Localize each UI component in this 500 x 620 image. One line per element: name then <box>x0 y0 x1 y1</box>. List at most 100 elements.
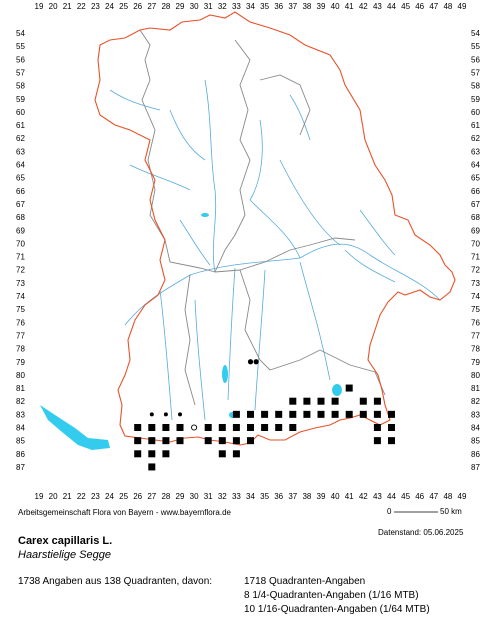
grid-column-label: 42 <box>359 2 368 11</box>
occurrence-marker <box>359 397 367 405</box>
occurrence-marker <box>388 437 395 445</box>
state-border <box>94 11 456 446</box>
grid-column-label: 21 <box>63 492 72 501</box>
occurrence-marker <box>218 437 226 445</box>
grid-column-label: 38 <box>302 2 311 11</box>
grid-column-label: 33 <box>232 2 241 11</box>
grid-row-label: 81 <box>16 384 25 393</box>
grid-row-label: 59 <box>16 95 25 104</box>
occurrence-marker <box>148 463 156 471</box>
grid-column-label: 32 <box>218 2 227 11</box>
grid-row-label: 57 <box>16 68 25 77</box>
grid-row-label: 54 <box>471 29 480 38</box>
grid-column-label: 34 <box>246 492 255 501</box>
occurrence-marker <box>149 412 154 417</box>
occurrence-marker <box>218 450 226 458</box>
occurrence-marker <box>134 437 142 445</box>
grid-column-label: 20 <box>49 492 58 501</box>
grid-row-label: 64 <box>16 161 25 170</box>
grid-row-label: 61 <box>16 121 25 130</box>
occurrence-marker <box>261 424 269 431</box>
occurrence-marker <box>232 437 240 445</box>
grid-row-label: 67 <box>471 200 480 209</box>
grid-row-label: 76 <box>471 318 480 327</box>
grid-row-label: 76 <box>16 318 25 327</box>
grid-column-label: 23 <box>91 492 100 501</box>
grid-column-label: 49 <box>458 2 467 11</box>
data-date: Datenstand: 05.06.2025 <box>378 528 464 537</box>
grid-column-label: 41 <box>345 2 354 11</box>
grid-row-label: 58 <box>16 82 25 91</box>
grid-row-label: 58 <box>471 82 480 91</box>
grid-row-label: 80 <box>16 371 25 380</box>
occurrence-marker <box>232 424 240 431</box>
grid-row-label: 65 <box>16 174 25 183</box>
taxon-scientific-name: Carex capillaris L. <box>18 535 113 547</box>
occurrence-marker <box>178 412 182 417</box>
grid-row-label: 61 <box>471 121 480 130</box>
grid-labels-right: 54 55 56 57 58 59 60 61 62 63 64 65 66 67 68 69 70 71 72 73… <box>471 29 480 472</box>
grid-row-label: 69 <box>471 226 480 235</box>
occurrence-marker <box>388 424 395 431</box>
grid-row-label: 70 <box>16 239 25 248</box>
grid-column-label: 21 <box>63 2 72 11</box>
occurrence-marker <box>275 424 283 431</box>
grid-row-label: 64 <box>471 161 480 170</box>
grid-row-label: 69 <box>16 226 25 235</box>
grid-row-label: 70 <box>471 239 480 248</box>
grid-row-label: 75 <box>16 305 25 314</box>
occurrence-marker <box>176 424 184 431</box>
occurrence-marker <box>191 424 198 431</box>
grid-column-label: 38 <box>302 492 311 501</box>
grid-column-label: 37 <box>288 2 297 11</box>
occurrence-marker <box>289 424 297 431</box>
occurrence-marker <box>232 410 240 418</box>
grid-row-label: 81 <box>471 384 480 393</box>
occurrence-marker <box>162 437 170 445</box>
regional-boundaries <box>139 29 386 406</box>
occurrence-marker <box>204 424 212 431</box>
occurrence-marker <box>247 437 254 445</box>
grid-row-label: 82 <box>471 397 480 406</box>
grid-column-label: 28 <box>161 2 170 11</box>
grid-column-label: 24 <box>105 492 114 501</box>
grid-labels-top: 19 20 21 22 23 24 25 26 27 28 29 30 31 32 33 34 35 36 37 38… <box>35 2 467 11</box>
grid-column-label: 31 <box>204 492 213 501</box>
occurrence-marker <box>176 437 184 445</box>
occurrence-marker <box>218 424 226 431</box>
grid-column-label: 29 <box>176 2 185 11</box>
grid-row-label: 66 <box>16 187 25 196</box>
grid-row-label: 56 <box>471 55 480 64</box>
occurrence-marker <box>247 359 254 365</box>
grid-row-label: 60 <box>16 108 25 117</box>
grid-column-label: 39 <box>317 2 326 11</box>
grid-row-label: 71 <box>16 253 25 262</box>
grid-column-label: 22 <box>77 492 86 501</box>
grid-column-label: 44 <box>387 2 396 11</box>
grid-column-label: 25 <box>119 2 128 11</box>
grid-row-label: 62 <box>16 134 25 143</box>
grid-column-label: 36 <box>274 492 283 501</box>
grid-column-label: 35 <box>260 2 269 11</box>
grid-column-label: 41 <box>345 492 354 501</box>
occurrence-marker <box>162 450 170 458</box>
grid-row-label: 77 <box>471 331 480 340</box>
occurrence-marker <box>163 412 168 417</box>
grid-row-label: 87 <box>471 463 480 472</box>
grid-column-label: 48 <box>443 2 452 11</box>
occurrence-marker <box>373 397 381 405</box>
grid-row-label: 87 <box>16 463 25 472</box>
grid-row-label: 71 <box>471 253 480 262</box>
grid-column-label: 26 <box>133 492 142 501</box>
grid-row-label: 80 <box>471 371 480 380</box>
grid-row-label: 63 <box>471 147 480 156</box>
grid-column-label: 24 <box>105 2 114 11</box>
rivers <box>109 79 441 421</box>
grid-column-label: 46 <box>415 492 424 501</box>
breakdown-quadrants: 1718 Quadranten-Angaben <box>244 576 366 587</box>
occurrence-marker <box>247 424 254 431</box>
grid-column-label: 43 <box>373 2 382 11</box>
grid-labels-left: 54 55 56 57 58 59 60 61 62 63 64 65 66 67 68 69 70 71 72 73… <box>16 29 25 472</box>
occurrence-marker <box>303 410 311 418</box>
occurrence-marker <box>373 424 381 431</box>
